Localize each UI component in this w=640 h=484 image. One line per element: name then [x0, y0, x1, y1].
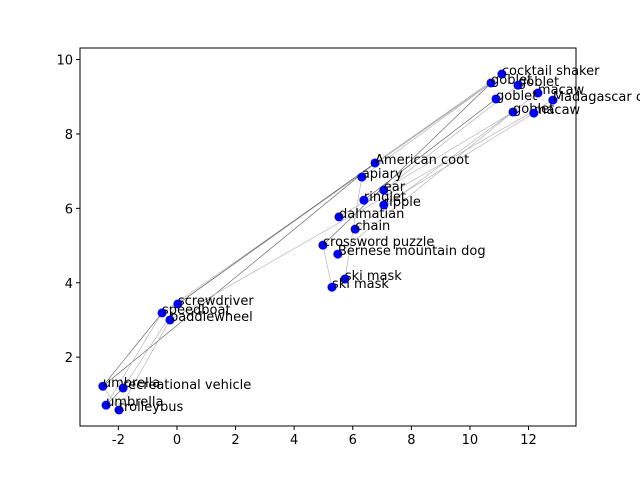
point-label: American coot [375, 153, 469, 168]
x-tick-label: 4 [290, 433, 298, 448]
point [350, 224, 360, 234]
point [513, 80, 523, 90]
y-tick-label: 8 [65, 128, 73, 143]
point [529, 108, 539, 118]
x-tick-label: 12 [520, 433, 537, 448]
link [363, 98, 497, 201]
point [548, 95, 558, 105]
x-tick-label: 0 [173, 433, 181, 448]
link [337, 111, 514, 255]
link [177, 162, 376, 305]
point [157, 308, 167, 318]
point [486, 78, 496, 88]
point [327, 282, 337, 292]
link [118, 319, 171, 411]
point-label: macaw [534, 103, 581, 118]
point-label: ripple [384, 195, 421, 210]
point-label: Madagascar cat [553, 90, 640, 105]
point [370, 158, 380, 168]
point-label: ski mask [332, 277, 389, 292]
y-tick-label: 2 [65, 351, 73, 366]
point [533, 88, 543, 98]
point [165, 315, 175, 325]
x-tick-label: 10 [462, 433, 479, 448]
point-label: macaw [538, 83, 585, 98]
y-tick-label: 6 [65, 202, 73, 217]
point [379, 185, 389, 195]
point [334, 212, 344, 222]
point-label: umbrella [103, 376, 160, 391]
link [105, 312, 163, 406]
point-label: recreational vehicle [123, 378, 251, 393]
y-tick-label: 10 [56, 54, 73, 69]
point [508, 107, 518, 117]
y-tick-label: 4 [65, 277, 73, 292]
point [357, 172, 367, 182]
point-label: dalmatian [339, 207, 404, 222]
point [491, 94, 501, 104]
point-label: trolleybus [119, 400, 184, 415]
point-label: ski mask [345, 269, 402, 284]
x-tick-label: -2 [112, 433, 125, 448]
point [497, 69, 507, 79]
link [169, 99, 554, 321]
link [383, 112, 534, 206]
point-label: paddlewheel [170, 310, 253, 325]
point [318, 240, 328, 250]
point [379, 200, 389, 210]
point-label: goblet [518, 75, 559, 90]
point [340, 274, 350, 284]
point-label: goblet [496, 89, 537, 104]
link [361, 82, 492, 178]
point-label: screwdriver [178, 294, 255, 309]
point-label: Bernese mountain dog [338, 244, 486, 259]
point [333, 249, 343, 259]
link [102, 386, 120, 411]
point [98, 381, 108, 391]
point [114, 405, 124, 415]
point [101, 400, 111, 410]
link [374, 73, 503, 164]
x-tick-label: 6 [349, 433, 357, 448]
plot-frame [79, 47, 577, 427]
link [322, 82, 492, 246]
link [322, 245, 333, 288]
point-label: ringlet [364, 190, 406, 205]
point-label: ear [384, 180, 406, 195]
link [102, 312, 163, 387]
point-label: speedboat [162, 303, 231, 318]
x-tick-label: 2 [231, 433, 239, 448]
point-label: crossword puzzle [323, 235, 435, 250]
point-label: chain [355, 219, 390, 234]
point-label: apiary [362, 167, 403, 182]
point [173, 299, 183, 309]
point [118, 383, 128, 393]
point [359, 195, 369, 205]
x-tick-label: 8 [407, 433, 415, 448]
